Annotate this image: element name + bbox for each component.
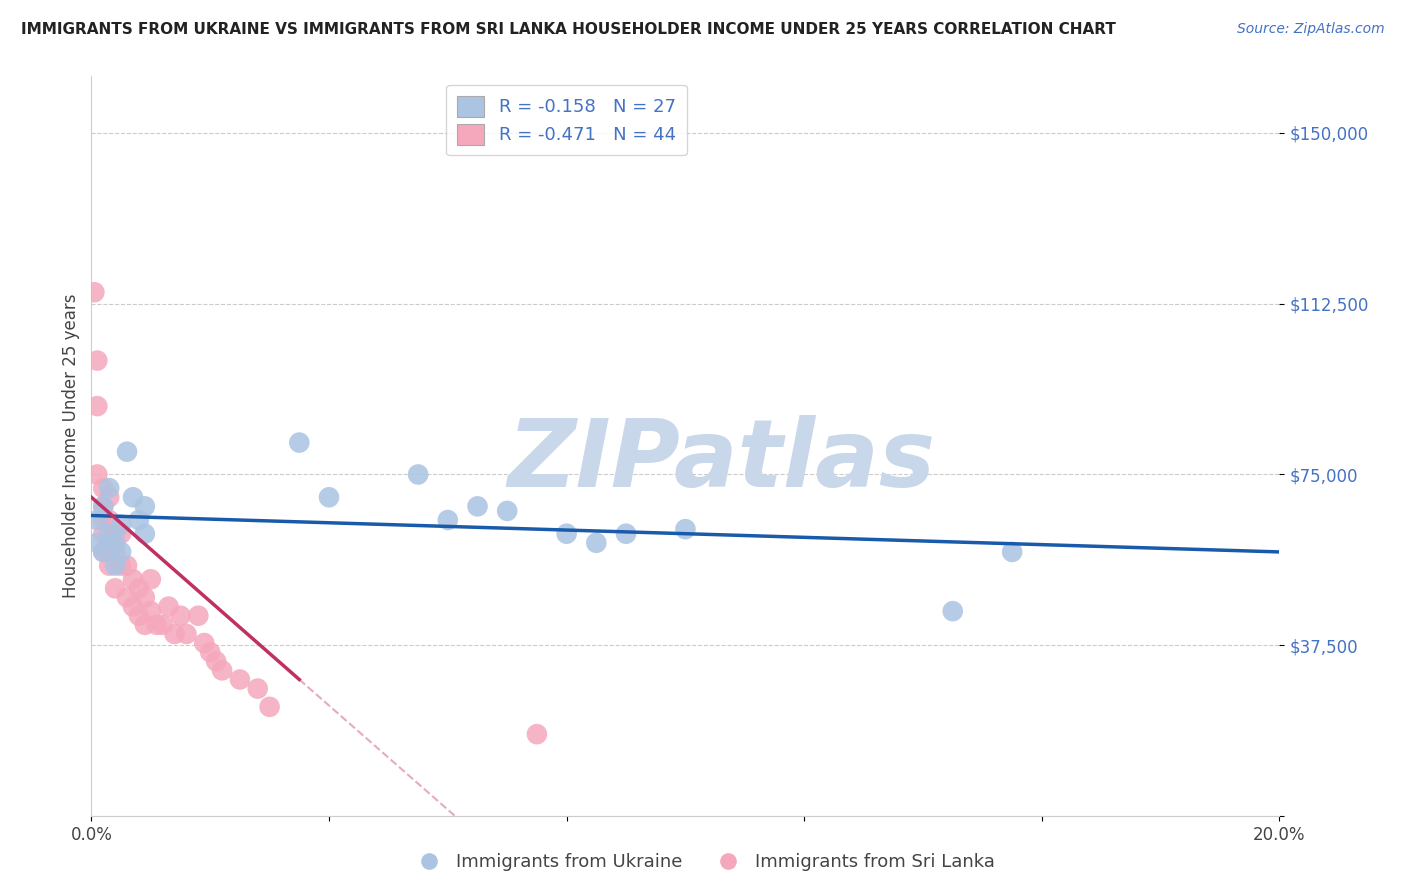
- Point: [436, 513, 458, 527]
- Point: [163, 627, 186, 641]
- Point: [98, 513, 121, 527]
- Point: [91, 500, 114, 514]
- Legend: R = -0.158   N = 27, R = -0.471   N = 44: R = -0.158 N = 27, R = -0.471 N = 44: [447, 85, 686, 155]
- Point: [187, 608, 209, 623]
- Point: [139, 604, 162, 618]
- Point: [98, 558, 121, 573]
- Point: [1001, 545, 1024, 559]
- Point: [134, 500, 156, 514]
- Point: [246, 681, 269, 696]
- Point: [673, 522, 696, 536]
- Point: [98, 481, 121, 495]
- Point: [86, 513, 108, 527]
- Y-axis label: Householder Income Under 25 years: Householder Income Under 25 years: [62, 293, 80, 599]
- Point: [110, 558, 132, 573]
- Point: [110, 545, 132, 559]
- Point: [259, 699, 281, 714]
- Point: [145, 617, 167, 632]
- Point: [83, 285, 105, 300]
- Point: [98, 490, 121, 504]
- Point: [555, 526, 578, 541]
- Point: [496, 504, 519, 518]
- Point: [104, 558, 127, 573]
- Point: [288, 435, 311, 450]
- Point: [104, 582, 127, 596]
- Point: [157, 599, 180, 614]
- Point: [128, 513, 150, 527]
- Point: [91, 545, 114, 559]
- Text: ZIPatlas: ZIPatlas: [508, 415, 935, 507]
- Point: [152, 617, 174, 632]
- Point: [942, 604, 965, 618]
- Point: [86, 353, 108, 368]
- Point: [585, 536, 607, 550]
- Point: [86, 467, 108, 482]
- Point: [86, 399, 108, 413]
- Point: [318, 490, 340, 504]
- Point: [122, 599, 145, 614]
- Point: [104, 545, 127, 559]
- Point: [406, 467, 429, 482]
- Point: [211, 664, 233, 678]
- Point: [122, 572, 145, 586]
- Point: [205, 654, 228, 668]
- Point: [91, 500, 114, 514]
- Point: [110, 517, 132, 532]
- Point: [134, 526, 156, 541]
- Point: [229, 673, 252, 687]
- Point: [115, 591, 138, 605]
- Point: [91, 481, 114, 495]
- Point: [200, 645, 222, 659]
- Point: [98, 526, 121, 541]
- Point: [193, 636, 215, 650]
- Text: IMMIGRANTS FROM UKRAINE VS IMMIGRANTS FROM SRI LANKA HOUSEHOLDER INCOME UNDER 25: IMMIGRANTS FROM UKRAINE VS IMMIGRANTS FR…: [21, 22, 1116, 37]
- Point: [134, 617, 156, 632]
- Point: [614, 526, 637, 541]
- Point: [91, 513, 114, 527]
- Legend: Immigrants from Ukraine, Immigrants from Sri Lanka: Immigrants from Ukraine, Immigrants from…: [404, 847, 1002, 879]
- Point: [115, 444, 138, 458]
- Point: [98, 545, 121, 559]
- Point: [134, 591, 156, 605]
- Point: [128, 608, 150, 623]
- Text: Source: ZipAtlas.com: Source: ZipAtlas.com: [1237, 22, 1385, 37]
- Point: [91, 526, 114, 541]
- Point: [86, 536, 108, 550]
- Point: [526, 727, 548, 741]
- Point: [91, 545, 114, 559]
- Point: [169, 608, 191, 623]
- Point: [104, 536, 127, 550]
- Point: [122, 490, 145, 504]
- Point: [467, 500, 489, 514]
- Point: [128, 582, 150, 596]
- Point: [115, 558, 138, 573]
- Point: [104, 526, 127, 541]
- Point: [98, 536, 121, 550]
- Point: [110, 526, 132, 541]
- Point: [176, 627, 198, 641]
- Point: [139, 572, 162, 586]
